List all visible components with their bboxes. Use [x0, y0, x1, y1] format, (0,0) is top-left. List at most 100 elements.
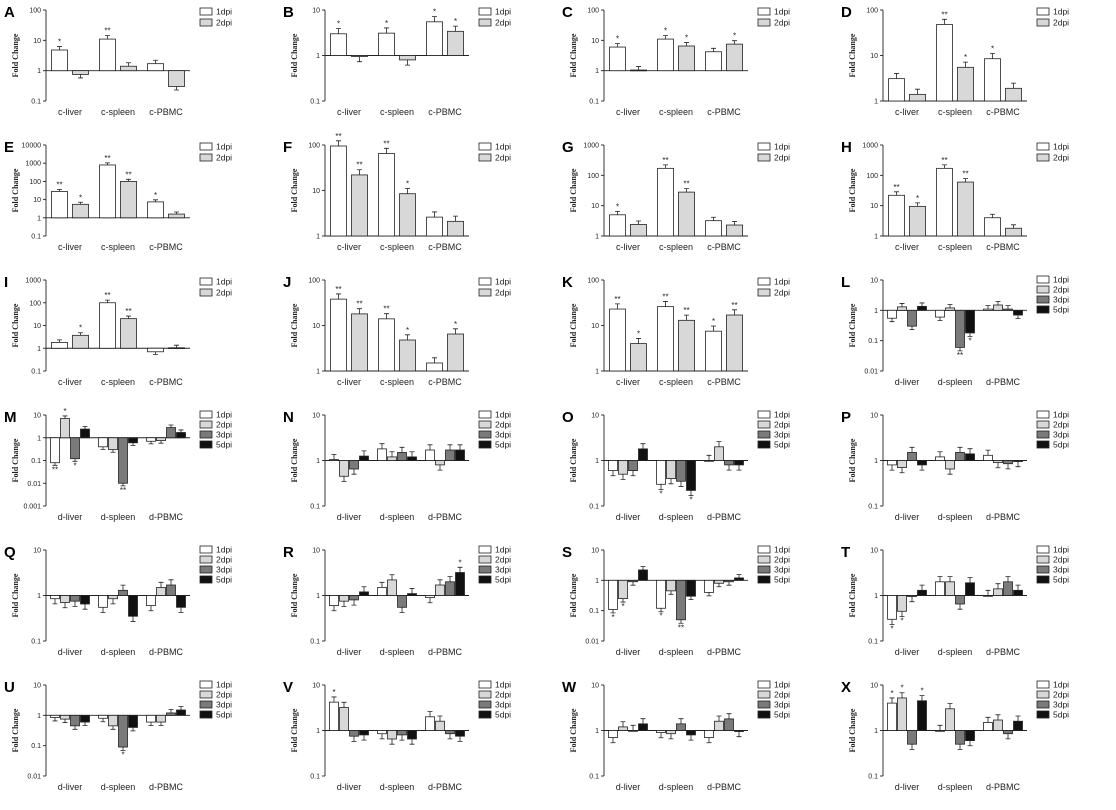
bar-3dpi — [445, 730, 455, 735]
axes — [322, 144, 469, 237]
category-label: d-spleen — [659, 647, 694, 657]
bar-1dpi — [983, 595, 993, 597]
bar-1dpi — [609, 46, 626, 72]
error-bar — [336, 293, 341, 300]
chart-svg-W: W Fold Change 0.1 1 10 d-liver d-spleen d-PBMC 1… — [562, 679, 790, 792]
error-bar — [732, 40, 737, 45]
error-bar — [120, 747, 126, 751]
legend-swatch — [1036, 430, 1050, 439]
bar-2dpi — [156, 587, 166, 596]
bar-1dpi — [378, 318, 395, 372]
error-bar — [630, 470, 636, 477]
bar-3dpi — [118, 714, 128, 748]
bar-3dpi — [70, 714, 80, 727]
legend-label: 5dpi — [495, 710, 511, 720]
category-label: d-spleen — [380, 647, 415, 657]
error-bar — [432, 211, 437, 218]
chart-panel-G: G Fold Change 1 10 100 1000 * c-liver ** ** c-sple… — [558, 135, 837, 270]
bar-1dpi — [657, 306, 674, 372]
category-label: d-PBMC — [986, 782, 1021, 792]
legend-swatch — [478, 710, 492, 719]
axes — [43, 279, 190, 372]
error-bar — [357, 56, 362, 63]
error-bar — [126, 178, 131, 182]
legend-label: 1dpi — [1053, 275, 1069, 285]
significance-marker: ** — [104, 27, 110, 36]
bar-5dpi — [128, 595, 138, 617]
significance-marker: ** — [335, 285, 341, 294]
legend-label: 2dpi — [1053, 18, 1069, 28]
bar-1dpi — [99, 38, 116, 72]
y-tick-label: 1 — [316, 728, 320, 735]
y-tick-label: 1 — [595, 728, 599, 735]
legend-label: 2dpi — [495, 18, 511, 28]
bar-3dpi — [628, 730, 638, 732]
error-bar — [1015, 461, 1021, 468]
error-bar — [148, 722, 154, 726]
bar-2dpi — [666, 579, 676, 592]
bar-2dpi — [993, 588, 1003, 596]
error-bar — [640, 443, 646, 449]
chart-panel-U: U Fold Change 0.01 0.1 1 10 d-liver * d-spleen d-… — [0, 675, 279, 810]
error-bar — [688, 596, 694, 601]
legend-swatch — [478, 555, 492, 564]
legend-swatch — [1036, 410, 1050, 419]
significance-marker: * — [890, 689, 893, 698]
chart-svg-P: P Fold Change 0.1 1 10 d-liver d-spleen d-PBMC 1… — [841, 409, 1069, 522]
y-tick-label: 100 — [587, 173, 599, 180]
y-axis-label: Fold Change — [569, 573, 578, 617]
error-bar — [889, 619, 895, 625]
legend-swatch — [478, 690, 492, 699]
y-tick-label: 0.1 — [868, 639, 878, 646]
legend-label: 2dpi — [774, 18, 790, 28]
error-bar — [457, 736, 463, 742]
significance-marker: * — [63, 407, 66, 416]
y-axis-label: Fold Change — [848, 33, 857, 77]
significance-marker: * — [79, 193, 82, 202]
error-bar — [82, 722, 88, 726]
bar-1dpi — [704, 730, 714, 738]
y-tick-label: 1 — [595, 68, 599, 75]
legend-swatch — [478, 680, 492, 689]
legend-label: 5dpi — [216, 710, 232, 720]
error-bar — [947, 304, 953, 308]
legend-label: 1dpi — [1053, 410, 1069, 420]
bar-3dpi — [166, 712, 176, 716]
legend-swatch — [199, 710, 213, 719]
bar-2dpi — [60, 595, 70, 603]
y-tick-label: 10 — [870, 548, 878, 555]
bar-3dpi — [397, 595, 407, 608]
bar-5dpi — [176, 432, 186, 439]
significance-marker: * — [733, 32, 736, 41]
error-bar — [937, 451, 943, 457]
error-bar — [57, 188, 62, 192]
bar-1dpi — [146, 714, 156, 723]
legend-swatch — [1036, 575, 1050, 584]
y-tick-label: 0.1 — [310, 504, 320, 511]
error-bar — [636, 338, 641, 344]
error-bar — [153, 59, 158, 64]
legend-swatch — [1036, 142, 1050, 151]
error-bar — [957, 347, 963, 352]
panel-letter: W — [562, 679, 577, 696]
bar-2dpi — [435, 584, 445, 596]
bar-3dpi — [445, 581, 455, 596]
y-tick-label: 100 — [29, 8, 41, 15]
category-label: d-PBMC — [428, 782, 463, 792]
y-tick-label: 1 — [37, 346, 41, 353]
chart-panel-O: O Fold Change 0.1 1 10 d-liver * * d-spleen d-PBM… — [558, 405, 837, 540]
bar-3dpi — [1003, 581, 1013, 596]
y-tick-label: 100 — [866, 173, 878, 180]
error-bar — [967, 577, 973, 583]
error-bar — [957, 604, 963, 610]
error-bar — [62, 602, 68, 609]
legend-swatch — [1036, 440, 1050, 449]
legend-swatch — [1036, 555, 1050, 564]
y-axis-label: Fold Change — [290, 33, 299, 77]
bar-3dpi — [70, 595, 80, 602]
chart-svg-R: R Fold Change 0.1 1 10 d-liver d-spleen * d-PBMC… — [283, 544, 511, 657]
y-tick-label: 0.1 — [589, 504, 599, 511]
y-tick-label: 0.01 — [864, 369, 878, 376]
legend-swatch — [757, 410, 771, 419]
